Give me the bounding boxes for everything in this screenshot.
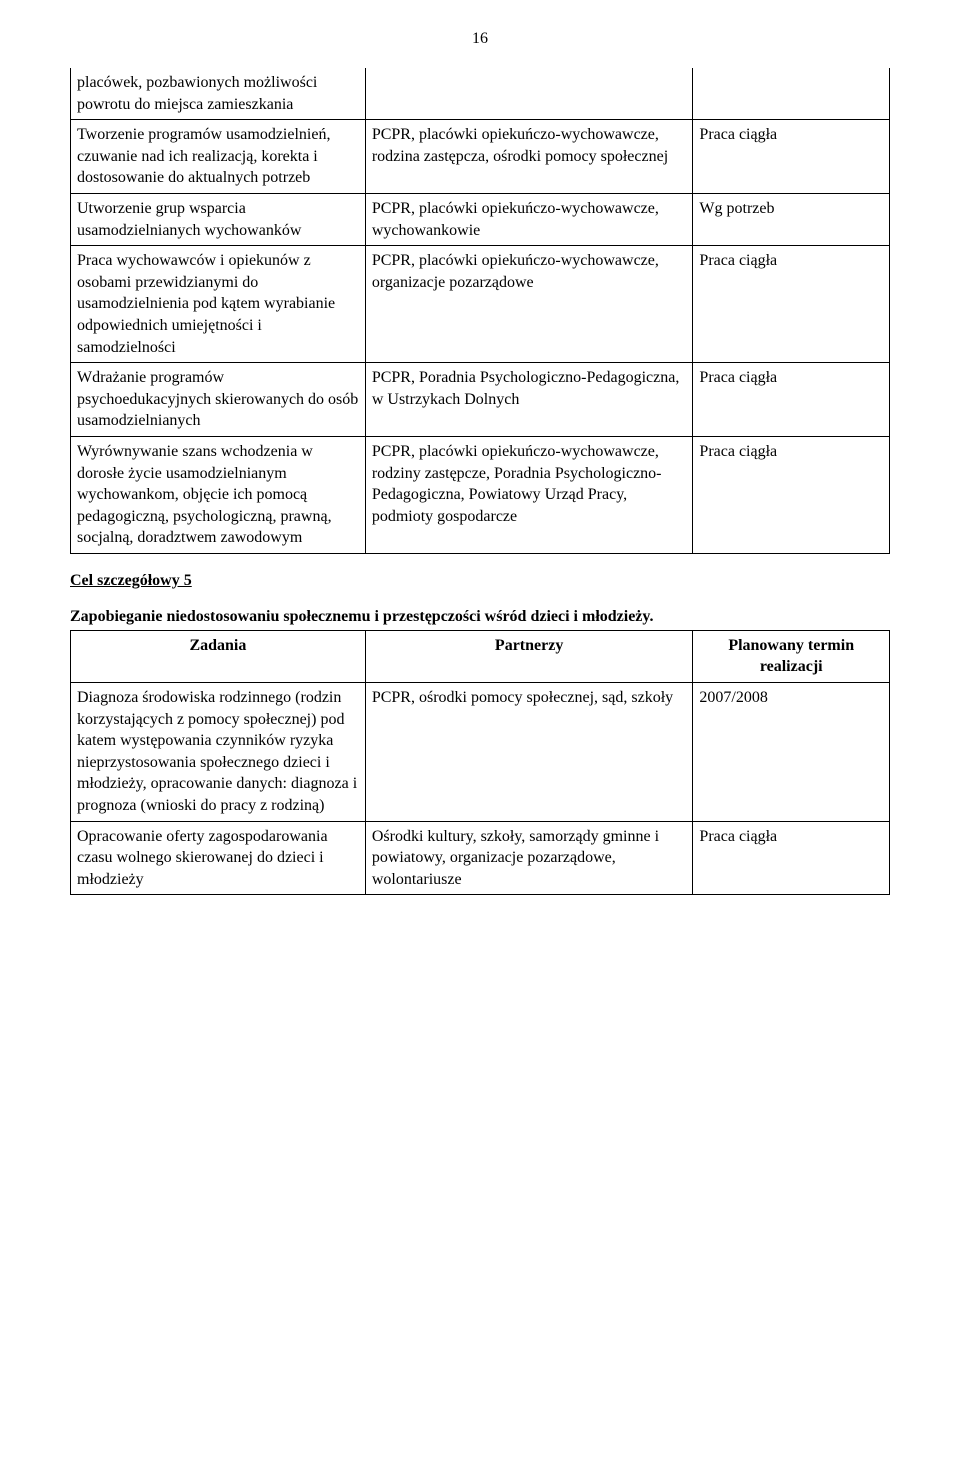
cell-zadanie: Diagnoza środowiska rodzinnego (rodzin k… [71, 683, 366, 822]
cell-termin: Praca ciągła [693, 363, 890, 437]
cell-termin: Praca ciągła [693, 436, 890, 553]
cell-partnerzy: PCPR, placówki opiekuńczo-wychowawcze, r… [365, 120, 693, 194]
cell-zadanie: placówek, pozbawionych możliwości powrot… [71, 68, 366, 120]
table-row: Wdrażanie programów psychoedukacyjnych s… [71, 363, 890, 437]
header-zadania: Zadania [71, 630, 366, 682]
table-row: Opracowanie oferty zagospodarowania czas… [71, 821, 890, 895]
table-2: Zadania Partnerzy Planowany termin reali… [70, 630, 890, 896]
table-row: Wyrównywanie szans wchodzenia w dorosłe … [71, 436, 890, 553]
cell-partnerzy: PCPR, Poradnia Psychologiczno-Pedagogicz… [365, 363, 693, 437]
table-row: Tworzenie programów usamodzielnień, czuw… [71, 120, 890, 194]
cell-partnerzy: PCPR, ośrodki pomocy społecznej, sąd, sz… [365, 683, 693, 822]
page-number: 16 [70, 30, 890, 48]
table-row: Diagnoza środowiska rodzinnego (rodzin k… [71, 683, 890, 822]
cell-partnerzy: PCPR, placówki opiekuńczo-wychowawcze, o… [365, 246, 693, 363]
cell-partnerzy: PCPR, placówki opiekuńczo-wychowawcze, w… [365, 193, 693, 245]
cell-zadanie: Opracowanie oferty zagospodarowania czas… [71, 821, 366, 895]
cell-termin: Praca ciągła [693, 246, 890, 363]
subsection-heading: Cel szczegółowy 5 [70, 572, 890, 590]
cell-termin: 2007/2008 [693, 683, 890, 822]
table-header-row: Zadania Partnerzy Planowany termin reali… [71, 630, 890, 682]
header-partnerzy: Partnerzy [365, 630, 693, 682]
cell-termin: Praca ciągła [693, 821, 890, 895]
subsection-title: Zapobieganie niedostosowaniu społecznemu… [70, 608, 890, 626]
header-termin: Planowany termin realizacji [693, 630, 890, 682]
table-row: Praca wychowawców i opiekunów z osobami … [71, 246, 890, 363]
cell-zadanie: Praca wychowawców i opiekunów z osobami … [71, 246, 366, 363]
cell-zadanie: Utworzenie grup wsparcia usamodzielniany… [71, 193, 366, 245]
table-row: placówek, pozbawionych możliwości powrot… [71, 68, 890, 120]
cell-partnerzy: Ośrodki kultury, szkoły, samorządy gminn… [365, 821, 693, 895]
cell-zadanie: Tworzenie programów usamodzielnień, czuw… [71, 120, 366, 194]
cell-termin [693, 68, 890, 120]
table-1: placówek, pozbawionych możliwości powrot… [70, 68, 890, 554]
cell-zadanie: Wyrównywanie szans wchodzenia w dorosłe … [71, 436, 366, 553]
cell-partnerzy [365, 68, 693, 120]
cell-termin: Wg potrzeb [693, 193, 890, 245]
cell-termin: Praca ciągła [693, 120, 890, 194]
cell-zadanie: Wdrażanie programów psychoedukacyjnych s… [71, 363, 366, 437]
cell-partnerzy: PCPR, placówki opiekuńczo-wychowawcze, r… [365, 436, 693, 553]
table-row: Utworzenie grup wsparcia usamodzielniany… [71, 193, 890, 245]
